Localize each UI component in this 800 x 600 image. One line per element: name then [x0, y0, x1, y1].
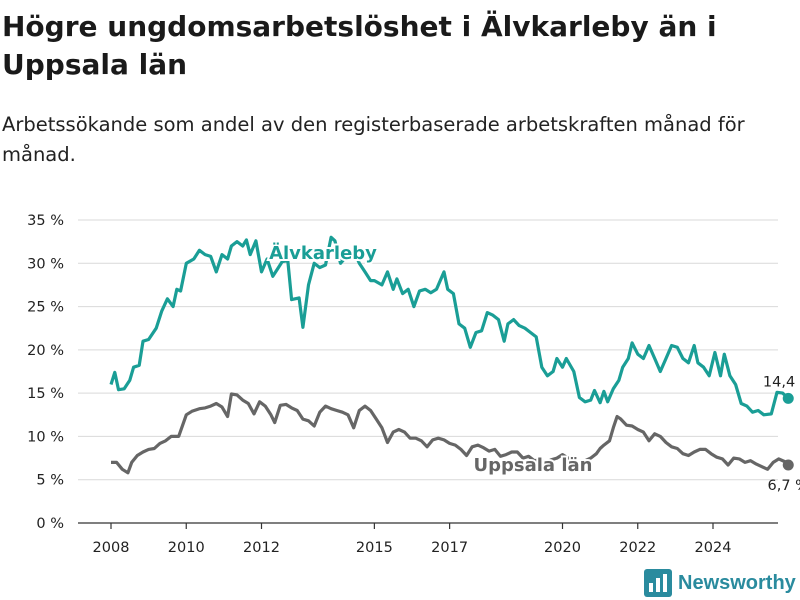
- y-tick-label: 0 %: [36, 516, 64, 532]
- grid-lines: [78, 219, 778, 524]
- end-point-marker: [782, 392, 794, 404]
- series-labels: 14,4 % Älvkarleby 6,7 % Uppsala län: [267, 240, 800, 494]
- y-tick-label: 15 %: [27, 386, 64, 402]
- end-point-marker: [782, 459, 794, 471]
- x-tick-label: 2017: [431, 540, 468, 556]
- x-axis: 2008 2010 2012 2015 2017 2020 2022 2024: [93, 523, 732, 556]
- end-value-label: 14,4 %: [763, 374, 800, 390]
- chart-title: Högre ungdomsarbetslöshet i Älvkarleby ä…: [2, 10, 717, 81]
- series-lines: [109, 235, 794, 475]
- x-tick-label: 2022: [619, 540, 656, 556]
- series-line-alvkarleby: [109, 235, 790, 417]
- y-axis: 0 % 5 % 10 % 15 % 20 % 25 % 30 % 35 %: [27, 213, 64, 532]
- x-tick-label: 2020: [544, 540, 581, 556]
- x-tick-label: 2008: [93, 540, 130, 556]
- bar-chart-logo-icon: [644, 569, 672, 597]
- y-tick-label: 20 %: [27, 343, 64, 359]
- chart-subtitle: Arbetssökande som andel av den registerb…: [2, 113, 745, 166]
- x-tick-label: 2012: [243, 540, 280, 556]
- brand-name: Newsworthy: [678, 571, 796, 594]
- series-line-uppsala-lan: [111, 392, 790, 475]
- y-tick-label: 30 %: [27, 256, 64, 272]
- y-tick-label: 25 %: [27, 300, 64, 316]
- x-tick-label: 2010: [168, 540, 205, 556]
- brand: Newsworthy: [644, 567, 796, 599]
- x-tick-label: 2024: [695, 540, 732, 556]
- y-tick-label: 10 %: [27, 429, 64, 445]
- y-tick-label: 35 %: [27, 213, 64, 229]
- series-name-label: Älvkarleby: [269, 242, 377, 264]
- series-name-label: Uppsala län: [474, 455, 593, 476]
- end-value-label: 6,7 %: [768, 478, 800, 494]
- y-tick-label: 5 %: [36, 473, 64, 489]
- x-tick-label: 2015: [356, 540, 393, 556]
